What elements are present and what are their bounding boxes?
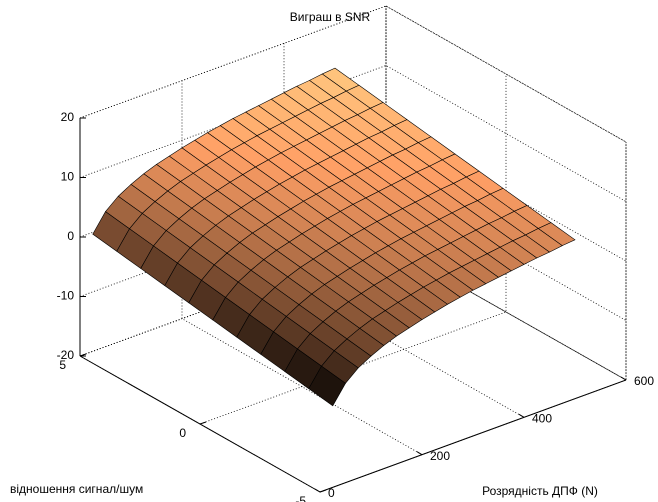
y-tick-label: 0 [179,426,186,440]
x-tick [416,451,423,456]
surface-face [308,365,346,407]
grid-line [79,6,387,357]
z-tick-label: 10 [61,170,75,184]
grid-line [199,74,507,425]
box-edge [385,5,627,143]
grid-line [79,65,627,202]
z-tick-label: 0 [67,229,74,243]
x-tick-label: 600 [634,374,654,388]
z-tick-label: -20 [57,348,75,362]
y-axis [79,355,321,493]
x-axis [319,379,627,493]
x-tick [620,376,627,381]
y-tick [79,353,87,357]
x-tick-label: 0 [328,486,335,500]
z-tick-label: 20 [61,110,75,124]
x-tick [518,413,525,418]
z-tick-label: -10 [57,289,75,303]
chart-title: Виграш в SNR [290,10,371,24]
x-tick-label: 400 [532,412,552,426]
y-axis-label: відношення сигнал/шум [10,482,143,496]
y-tick-label: -5 [295,494,306,502]
x-axis-label: Розрядність ДПФ (N) [482,484,598,498]
y-tick [199,421,207,425]
y-tick-label: 5 [59,358,66,372]
x-tick-label: 200 [430,449,450,463]
